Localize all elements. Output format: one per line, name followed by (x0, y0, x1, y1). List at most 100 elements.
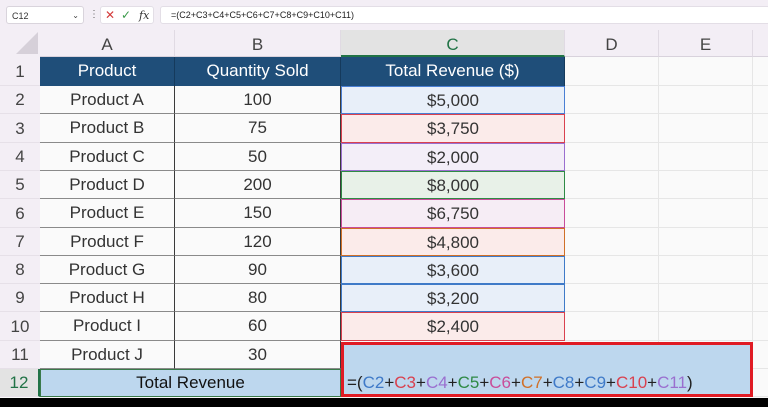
quantity-cell[interactable]: 30 (175, 341, 341, 369)
revenue-cell[interactable]: $2,000 (341, 143, 565, 171)
cross-icon[interactable]: ✕ (105, 8, 116, 22)
product-cell[interactable]: Product E (40, 199, 175, 228)
revenue-cell[interactable]: $3,200 (341, 284, 565, 312)
formula-input[interactable]: =(C2+C3+C4+C5+C6+C7+C8+C9+C10+C11) (160, 6, 768, 24)
row-header-5[interactable]: 5 (0, 171, 40, 199)
product-cell[interactable]: Product C (40, 143, 175, 171)
table-header-cell[interactable]: Total Revenue ($) (341, 57, 565, 86)
empty-cell[interactable] (565, 171, 659, 199)
quantity-cell[interactable]: 90 (175, 256, 341, 284)
empty-cell[interactable] (659, 199, 753, 228)
revenue-cell[interactable]: $8,000 (341, 171, 565, 199)
empty-cell[interactable] (753, 86, 768, 114)
row-header-1[interactable]: 1 (0, 57, 40, 86)
empty-cell[interactable] (565, 57, 659, 86)
empty-cell[interactable] (565, 256, 659, 284)
empty-cell[interactable] (753, 57, 768, 86)
empty-cell[interactable] (565, 114, 659, 143)
empty-cell[interactable] (659, 228, 753, 256)
quantity-cell[interactable]: 100 (175, 86, 341, 114)
quantity-cell[interactable]: 150 (175, 199, 341, 228)
name-box[interactable]: C12 ⌄ (6, 6, 84, 24)
total-revenue-label[interactable]: Total Revenue (40, 369, 341, 397)
formula-token: + (647, 373, 658, 392)
quantity-cell[interactable]: 60 (175, 312, 341, 341)
empty-cell[interactable] (659, 312, 753, 341)
empty-cell[interactable] (659, 143, 753, 171)
formula-token: C8 (552, 373, 575, 392)
name-box-value: C12 (12, 11, 29, 21)
cell-formula-text[interactable]: =(C2+C3+C4+C5+C6+C7+C8+C9+C10+C11) (347, 373, 693, 393)
product-cell[interactable]: Product I (40, 312, 175, 341)
empty-cell[interactable] (753, 228, 768, 256)
formula-token: C2 (362, 373, 385, 392)
empty-cell[interactable] (753, 114, 768, 143)
product-cell[interactable]: Product B (40, 114, 175, 143)
product-cell[interactable]: Product J (40, 341, 175, 369)
row-header-11[interactable]: 11 (0, 341, 40, 369)
row-header-6[interactable]: 6 (0, 199, 40, 228)
quantity-cell[interactable]: 200 (175, 171, 341, 199)
check-icon[interactable]: ✓ (121, 8, 132, 22)
empty-cell[interactable] (565, 228, 659, 256)
active-formula-cell[interactable]: =(C2+C3+C4+C5+C6+C7+C8+C9+C10+C11) (341, 342, 753, 397)
quantity-cell[interactable]: 50 (175, 143, 341, 171)
empty-cell[interactable] (753, 199, 768, 228)
revenue-cell[interactable]: $4,800 (341, 228, 565, 256)
fx-icon[interactable]: fx (139, 9, 150, 22)
row-header-2[interactable]: 2 (0, 86, 40, 114)
row-header-8[interactable]: 8 (0, 256, 40, 284)
empty-cell[interactable] (753, 256, 768, 284)
empty-cell[interactable] (659, 171, 753, 199)
formula-token: + (511, 373, 521, 392)
column-header-c[interactable]: C (341, 30, 565, 57)
product-cell[interactable]: Product H (40, 284, 175, 312)
revenue-cell[interactable]: $2,400 (341, 312, 565, 341)
column-header-f[interactable] (753, 30, 768, 57)
empty-cell[interactable] (659, 284, 753, 312)
product-cell[interactable]: Product F (40, 228, 175, 256)
revenue-cell[interactable]: $3,600 (341, 256, 565, 284)
empty-cell[interactable] (565, 284, 659, 312)
column-header-a[interactable]: A (40, 30, 175, 57)
empty-cell[interactable] (753, 312, 768, 341)
row-header-3[interactable]: 3 (0, 114, 40, 143)
product-cell[interactable]: Product G (40, 256, 175, 284)
formula-token: + (447, 373, 458, 392)
column-header-b[interactable]: B (175, 30, 341, 57)
product-cell[interactable]: Product D (40, 171, 175, 199)
chevron-down-icon[interactable]: ⌄ (72, 11, 79, 20)
column-header-d[interactable]: D (565, 30, 659, 57)
empty-cell[interactable] (659, 114, 753, 143)
row-header-4[interactable]: 4 (0, 143, 40, 171)
quantity-cell[interactable]: 75 (175, 114, 341, 143)
revenue-cell[interactable]: $6,750 (341, 199, 565, 228)
formula-buttons: ✕ ✓ fx (100, 6, 154, 24)
empty-cell[interactable] (753, 284, 768, 312)
quantity-cell[interactable]: 80 (175, 284, 341, 312)
empty-cell[interactable] (659, 256, 753, 284)
empty-cell[interactable] (753, 341, 768, 369)
empty-cell[interactable] (753, 171, 768, 199)
column-header-e[interactable]: E (659, 30, 753, 57)
table-header-cell[interactable]: Quantity Sold (175, 57, 341, 86)
select-all-corner[interactable] (0, 30, 40, 57)
empty-cell[interactable] (565, 199, 659, 228)
table-header-cell[interactable]: Product (40, 57, 175, 86)
revenue-cell[interactable]: $3,750 (341, 114, 565, 143)
product-cell[interactable]: Product A (40, 86, 175, 114)
empty-cell[interactable] (753, 143, 768, 171)
empty-cell[interactable] (565, 312, 659, 341)
empty-cell[interactable] (659, 57, 753, 86)
more-options-icon[interactable]: ⋮ (89, 9, 99, 20)
empty-cell[interactable] (659, 86, 753, 114)
row-header-12[interactable]: 12 (0, 369, 40, 397)
empty-cell[interactable] (753, 369, 768, 397)
empty-cell[interactable] (565, 143, 659, 171)
row-header-9[interactable]: 9 (0, 284, 40, 312)
revenue-cell[interactable]: $5,000 (341, 86, 565, 114)
quantity-cell[interactable]: 120 (175, 228, 341, 256)
row-header-7[interactable]: 7 (0, 228, 40, 256)
empty-cell[interactable] (565, 86, 659, 114)
row-header-10[interactable]: 10 (0, 312, 40, 341)
